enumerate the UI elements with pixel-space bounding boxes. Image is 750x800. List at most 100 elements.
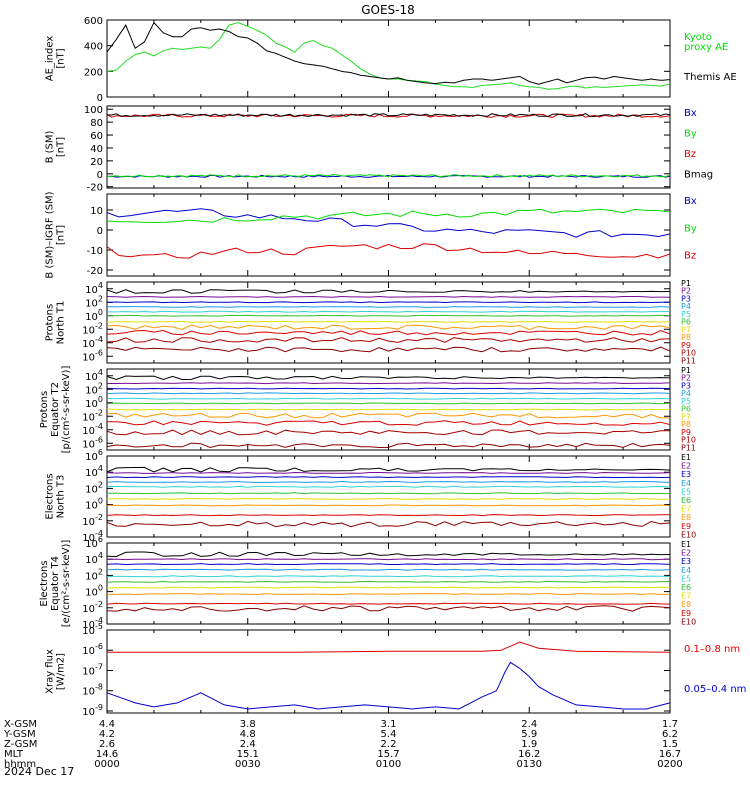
legend-bz: Bz [684, 251, 696, 262]
legend-by: By [684, 223, 697, 234]
series-line-e1 [107, 551, 670, 558]
series-line-p10 [107, 337, 670, 343]
x-tick-value: 3.1 [381, 719, 397, 730]
legend-e4: E4 [681, 479, 691, 488]
legend-e8: E8 [681, 513, 691, 522]
series-line-e7 [107, 497, 670, 500]
x-tick-value: 2.6 [99, 739, 115, 750]
series-line-p8 [107, 324, 670, 331]
legend-p2: P2 [681, 287, 691, 296]
series-group [107, 21, 670, 90]
series-line-e4 [107, 568, 670, 571]
legend-e7: E7 [681, 592, 691, 601]
x-tick-value: 4.2 [99, 729, 115, 740]
panel-b_sm: -20 0 20 40 60 80 100 B (SM)[nT] Bx By Bz Bmag [45, 105, 714, 193]
series-line-p6 [107, 402, 670, 405]
series-line-e7 [107, 586, 670, 589]
y-tick-label: 102 [85, 381, 103, 396]
legend-bz: Bz [684, 149, 696, 160]
y-axis-label: Xray flux[W/m2] [45, 649, 67, 694]
series-line-p1 [107, 289, 670, 294]
y-tick-label: 10-4 [82, 422, 103, 437]
y-tick-label: 10 [90, 206, 103, 217]
y-tick-label: 10-6 [82, 435, 103, 450]
y-tick-label: 10-2 [82, 513, 103, 528]
y-tick-label: 106 [85, 535, 103, 550]
chart-title: GOES-18 [361, 3, 415, 17]
x-tick-value: 2.4 [240, 739, 256, 750]
series-line-p11 [107, 442, 670, 449]
series-line-p9 [107, 329, 670, 336]
y-tick-label: 10-8 [82, 683, 103, 698]
series-line-by [107, 208, 670, 224]
y-axis-label: B (SM)–IGRF (SM)[nT] [45, 191, 67, 278]
legend-e5: E5 [681, 487, 691, 496]
legend-e4: E4 [681, 566, 691, 575]
y-axis-label: ProtonsNorth T1 [45, 301, 67, 345]
y-tick-label: 102 [85, 567, 103, 582]
x-row-label: MLT [4, 749, 24, 760]
y-tick-label: 100 [85, 308, 103, 323]
y-tick-label: -10 [87, 246, 103, 257]
y-tick-label: 10-6 [82, 348, 103, 363]
legend-e2: E2 [681, 549, 691, 558]
legend-p9: P9 [681, 341, 691, 350]
series-line-e9 [107, 602, 670, 605]
legend-e8: E8 [681, 600, 691, 609]
x-tick-value: 0200 [657, 759, 682, 770]
y-tick-label: 10-4 [82, 529, 103, 544]
y-tick-label: 400 [84, 42, 103, 53]
series-line-p9 [107, 420, 670, 426]
x-tick-value: 16.2 [518, 749, 540, 760]
legend-e3: E3 [681, 470, 691, 479]
y-tick-label: 10-9 [82, 703, 103, 718]
legend-0-1-0-8-nm: 0.1–0.8 nm [684, 644, 740, 655]
series-line-e5 [107, 575, 670, 578]
y-tick-label: 104 [85, 368, 103, 383]
y-tick-label: 60 [90, 131, 103, 142]
x-row-label: hhmm [4, 759, 36, 770]
y-axis-label: ElectronsEquator T4[e/(cm²-s-sr-keV)] [39, 540, 72, 628]
x-row-label: Z-GSM [4, 739, 37, 750]
x-tick-value: 2.4 [521, 719, 537, 730]
panel-xray: 10-9 10-8 10-7 10-6 10-5 Xray flux[W/m2] 0.1–0… [45, 622, 747, 718]
series-group [107, 375, 670, 449]
x-tick-value: 0100 [376, 759, 401, 770]
x-tick-value: 5.4 [381, 729, 397, 740]
y-tick-label: 100 [85, 497, 103, 512]
panel-legend: Bx By Bz [684, 196, 697, 262]
legend-e7: E7 [681, 505, 691, 514]
y-tick-label: 10-4 [82, 616, 103, 631]
y-tick-label: 104 [85, 551, 103, 566]
y-tick-label: 10-2 [82, 600, 103, 615]
legend-p8: P8 [681, 420, 691, 429]
series-line-p8 [107, 412, 670, 419]
series-group [107, 289, 670, 353]
y-tick-label: 80 [90, 118, 103, 129]
x-row-label: X-GSM [4, 719, 37, 730]
series-group [107, 208, 670, 259]
series-line-p11 [107, 346, 670, 353]
series-line-bmag [107, 113, 670, 118]
legend-p11: P11 [681, 443, 696, 452]
series-line-e3 [107, 563, 670, 566]
series-line-bx [107, 208, 670, 238]
y-tick-label: 0 [97, 226, 103, 237]
y-tick-label: 10-2 [82, 321, 103, 336]
series-line-e4 [107, 480, 670, 483]
x-tick-value: 2.2 [381, 739, 397, 750]
legend-e5: E5 [681, 574, 691, 583]
legend-e1: E1 [681, 540, 691, 549]
x-tick-value: 1.5 [662, 739, 678, 750]
series-line-0-05-0-4-nm [107, 661, 670, 710]
x-row-label: Y-GSM [3, 729, 36, 740]
x-tick-value: 14.6 [96, 749, 118, 760]
